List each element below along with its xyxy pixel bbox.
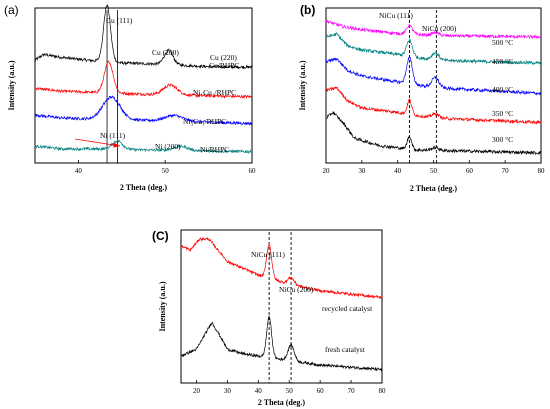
annotation-nicu-200-c: NiCu (200) <box>279 285 314 294</box>
panel-label-b: (b) <box>300 3 315 17</box>
x-tick-label: 30 <box>224 387 232 395</box>
annotation-ni-111: Ni (111) <box>100 131 126 140</box>
annotation-nicu-111-b: NiCu (111) <box>379 11 413 20</box>
y-axis-label-c: Intensity (a.u.) <box>158 281 167 331</box>
annotation-ni-200: Ni (200) <box>155 142 181 151</box>
chart-panel-a: (a) 40 50 60 2 Theta (deg.) Intensity (a.u… <box>4 3 256 192</box>
series-line-400-c <box>325 56 542 96</box>
x-tick-label: 50 <box>286 387 294 395</box>
series-line-fresh-catalyst <box>180 315 383 372</box>
x-tick-label: 60 <box>466 167 474 175</box>
x-tick-label: 70 <box>348 387 356 395</box>
legend-entry-recycled: recycled catalyst <box>322 304 373 313</box>
x-tick-label: 70 <box>502 167 510 175</box>
legend-entry-350c: 350 °C <box>492 109 513 118</box>
chart-panel-c: (C) 20 30 40 50 60 70 80 2 Theta (deg.) Intens… <box>152 229 386 407</box>
y-axis-label-a: Intensity (a.u.) <box>7 60 16 110</box>
annotation-nicu-200-b: NiCu (200) <box>422 24 457 33</box>
legend-entry-500c: 500 °C <box>492 38 513 47</box>
legend-entry-400c: 400 °C <box>492 85 513 94</box>
x-tick-label: 60 <box>317 387 325 395</box>
x-tick-label: 20 <box>193 387 201 395</box>
legend-entry-ni1cu1-rhpc: Ni₁Cu₁/RHPC <box>193 88 236 97</box>
annotation-arrow-ni <box>74 138 121 147</box>
annotation-cu-200: Cu (200) <box>152 48 179 57</box>
x-tick-label: 80 <box>379 387 387 395</box>
plot-frame-a <box>34 7 253 164</box>
x-tick-label: 50 <box>162 167 170 175</box>
series-line-450-c <box>325 32 542 66</box>
series-line-350-c <box>325 85 542 125</box>
series-line-ni3cu1-rhpc <box>34 95 253 126</box>
series-line-ni-rhpc <box>34 138 253 155</box>
x-axis-label-a: 2 Theta (deg.) <box>120 183 168 192</box>
plot-frame-c <box>180 229 383 384</box>
x-axis-label-b: 2 Theta (deg.) <box>410 184 458 193</box>
x-tick-label: 80 <box>538 167 546 175</box>
series-line-recycled-catalyst <box>180 236 383 299</box>
panel-label-a: (a) <box>4 3 19 17</box>
series-line-cu-rhpc <box>34 4 253 70</box>
x-tick-label: 20 <box>323 167 331 175</box>
annotation-cu-111: Cu (111) <box>106 16 133 25</box>
x-tick-label: 50 <box>430 167 438 175</box>
series-line-ni1cu1-rhpc <box>34 60 253 100</box>
annotation-nicu-111-c: NiCu (111) <box>251 250 285 259</box>
legend-entry-450c: 450 °C <box>492 57 513 66</box>
legend-entry-ni3cu1-rhpc: Ni₃Cu₁/RHPC <box>183 117 226 126</box>
panel-label-c: (C) <box>152 229 169 243</box>
x-tick-label: 40 <box>394 167 402 175</box>
x-tick-label: 60 <box>249 167 257 175</box>
legend-entry-fresh: fresh catalyst <box>325 345 366 354</box>
arrowhead <box>113 142 120 148</box>
series-line-300-c <box>325 110 542 156</box>
chart-panel-b: (b) 20 30 40 50 60 70 80 2 Theta (deg.) Intens… <box>298 3 545 193</box>
x-tick-label: 30 <box>358 167 366 175</box>
annotation-cu-220: Cu (220) <box>210 53 237 62</box>
y-axis-label-b: Intensity (a.u.) <box>298 60 307 110</box>
x-tick-label: 40 <box>75 167 83 175</box>
legend-entry-cu-rhpc: Cu/RHPC <box>209 61 239 70</box>
legend-entry-ni-rhpc: Ni/RHPC <box>200 145 229 154</box>
series-line-500-c <box>325 20 542 40</box>
x-tick-label: 40 <box>255 387 263 395</box>
legend-entry-300c: 300 °C <box>492 135 513 144</box>
x-axis-label-c: 2 Theta (deg.) <box>258 398 306 407</box>
